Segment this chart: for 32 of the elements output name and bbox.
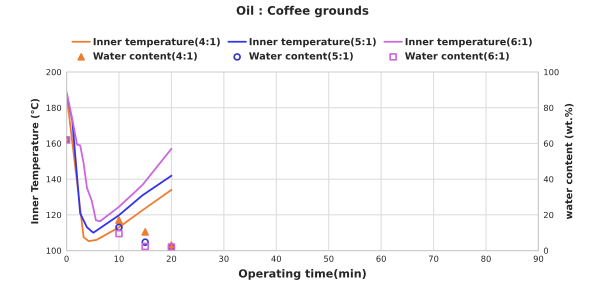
- y-axis-title: Inner Temperature (℃): [30, 99, 40, 224]
- x-tick-label: 30: [219, 256, 229, 262]
- legend-label: Water content(5:1): [249, 52, 353, 61]
- y-tick-label: 120: [46, 212, 62, 218]
- y2-axis-title: water content (wt.%): [564, 104, 574, 220]
- x-tick-label: 40: [271, 256, 282, 262]
- legend-label: Inner temperature(6:1): [406, 38, 532, 48]
- x-tick-label: 50: [324, 256, 334, 262]
- y-tick-label: 200: [46, 68, 62, 76]
- x-tick-label: 10: [114, 256, 124, 262]
- legend-label: Water content(6:1): [405, 52, 509, 61]
- x-tick-label: 0: [64, 256, 69, 262]
- y2-tick-label: 60: [544, 140, 554, 147]
- y2-tick-label: 40: [544, 176, 554, 182]
- y-tick-label: 160: [46, 140, 62, 147]
- x-tick-label: 90: [534, 256, 544, 262]
- y-tick-label: 140: [46, 176, 62, 182]
- y2-tick-label: 100: [544, 68, 559, 76]
- legend-label: Inner temperature(4:1): [94, 38, 220, 48]
- y2-tick-label: 0: [544, 248, 548, 254]
- x-tick-label: 20: [166, 256, 176, 262]
- y-tick-label: 100: [46, 248, 62, 254]
- y2-tick-label: 20: [544, 212, 554, 218]
- x-tick-label: 70: [428, 256, 438, 262]
- y-tick-label: 180: [46, 104, 62, 111]
- x-tick-label: 60: [376, 256, 386, 262]
- x-axis-title: Operating time(min): [238, 269, 366, 280]
- chart-title: Oil : Coffee grounds: [236, 6, 368, 18]
- legend-label: Water content(4:1): [93, 52, 197, 61]
- y2-tick-label: 80: [544, 104, 554, 111]
- x-tick-label: 80: [481, 256, 491, 262]
- legend-label: Inner temperature(5:1): [250, 38, 376, 48]
